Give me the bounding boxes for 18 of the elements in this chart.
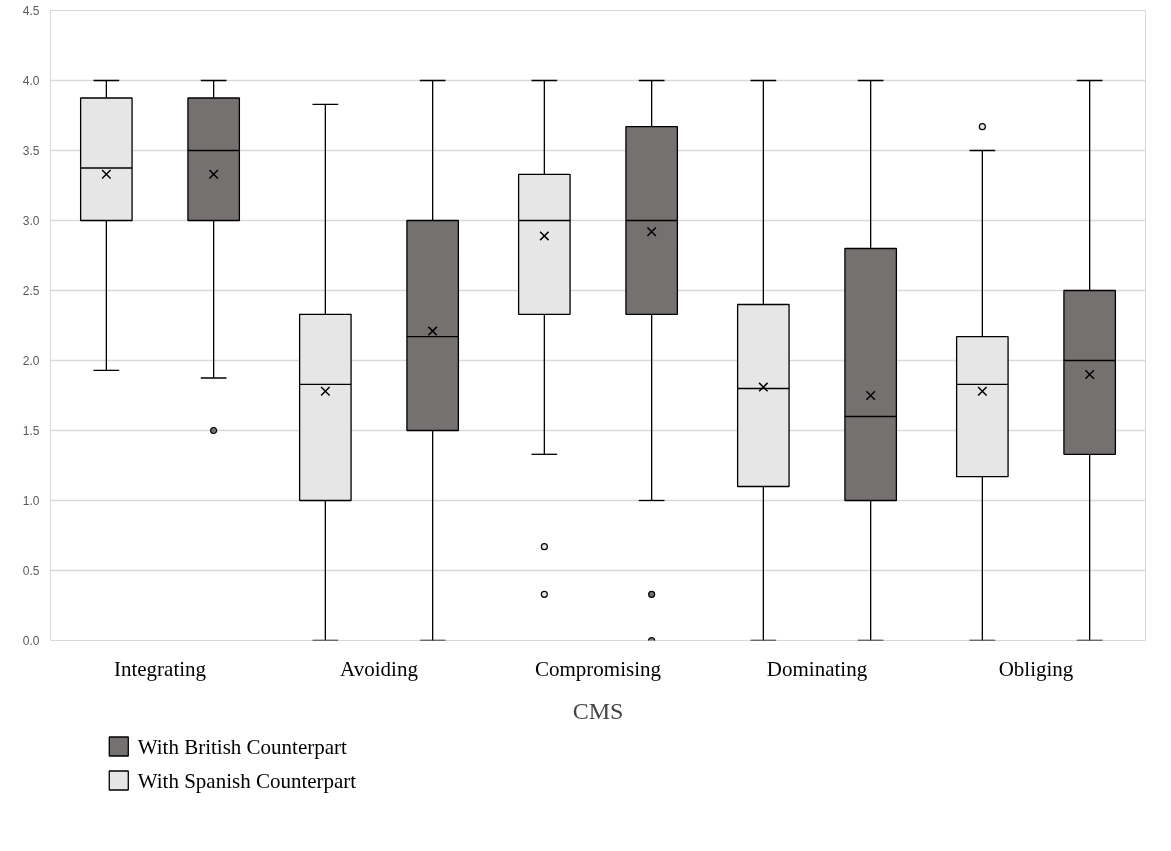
x-tick-label: Compromising: [534, 656, 662, 681]
legend-label: With Spanish Counterpart: [137, 768, 357, 793]
x-tick-label: Obliging: [998, 656, 1074, 681]
y-tick-label: 0.0: [22, 634, 40, 648]
y-tick-label: 4.5: [22, 4, 40, 18]
y-tick-label: 3.5: [22, 144, 40, 158]
x-tick-label: Dominating: [766, 656, 868, 681]
y-tick-label: 1.5: [22, 424, 40, 438]
y-tick-label: 2.5: [22, 284, 40, 298]
x-tick-label: Integrating: [113, 656, 207, 681]
y-tick-label: 1.0: [22, 494, 40, 508]
y-tick-label: 2.0: [22, 354, 40, 368]
y-tick-label: 4.0: [22, 74, 40, 88]
y-tick-label: 0.5: [22, 564, 40, 578]
x-tick-label: Avoiding: [340, 656, 419, 681]
x-axis-title: CMS: [572, 697, 624, 724]
y-tick-label: 3.0: [22, 214, 40, 228]
legend-label: With British Counterpart: [137, 734, 348, 759]
